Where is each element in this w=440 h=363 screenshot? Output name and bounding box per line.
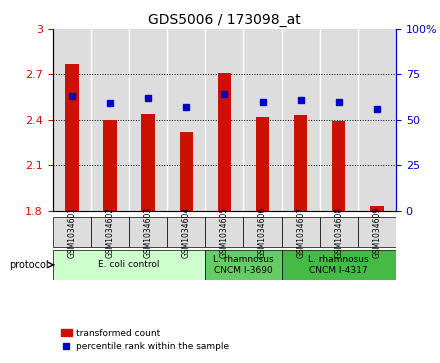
FancyBboxPatch shape: [91, 217, 129, 247]
Text: GSM1034605: GSM1034605: [220, 207, 229, 258]
Text: E. coli control: E. coli control: [98, 260, 160, 269]
Bar: [53, 29, 91, 211]
Bar: [205, 29, 243, 211]
Text: GSM1034601: GSM1034601: [67, 207, 77, 258]
Title: GDS5006 / 173098_at: GDS5006 / 173098_at: [148, 13, 301, 26]
FancyBboxPatch shape: [205, 250, 282, 280]
Bar: [358, 29, 396, 211]
Text: GSM1034607: GSM1034607: [296, 207, 305, 258]
Bar: [320, 29, 358, 211]
FancyBboxPatch shape: [282, 250, 396, 280]
FancyBboxPatch shape: [282, 217, 320, 247]
Bar: [332, 121, 345, 211]
FancyBboxPatch shape: [129, 217, 167, 247]
Text: GSM1034602: GSM1034602: [106, 207, 114, 258]
Bar: [142, 114, 155, 211]
Bar: [180, 132, 193, 211]
Text: GSM1034606: GSM1034606: [258, 207, 267, 258]
Text: GSM1034608: GSM1034608: [334, 207, 343, 258]
Text: GSM1034609: GSM1034609: [372, 207, 381, 258]
FancyBboxPatch shape: [205, 217, 243, 247]
Bar: [91, 29, 129, 211]
Bar: [65, 64, 78, 211]
Bar: [282, 29, 320, 211]
FancyBboxPatch shape: [320, 217, 358, 247]
Bar: [103, 120, 117, 211]
FancyBboxPatch shape: [53, 250, 205, 280]
FancyBboxPatch shape: [243, 217, 282, 247]
Text: GSM1034603: GSM1034603: [143, 207, 153, 258]
Text: L. rhamnosus
CNCM I-4317: L. rhamnosus CNCM I-4317: [308, 255, 369, 274]
Bar: [167, 29, 205, 211]
Bar: [218, 73, 231, 211]
Text: L. rhamnosus
CNCM I-3690: L. rhamnosus CNCM I-3690: [213, 255, 274, 274]
Bar: [256, 117, 269, 211]
Bar: [243, 29, 282, 211]
Bar: [129, 29, 167, 211]
Bar: [294, 115, 307, 211]
FancyBboxPatch shape: [53, 217, 91, 247]
FancyBboxPatch shape: [167, 217, 205, 247]
Bar: [370, 206, 384, 211]
Legend: transformed count, percentile rank within the sample: transformed count, percentile rank withi…: [57, 325, 233, 355]
Text: protocol: protocol: [9, 260, 48, 270]
FancyBboxPatch shape: [358, 217, 396, 247]
Text: GSM1034604: GSM1034604: [182, 207, 191, 258]
